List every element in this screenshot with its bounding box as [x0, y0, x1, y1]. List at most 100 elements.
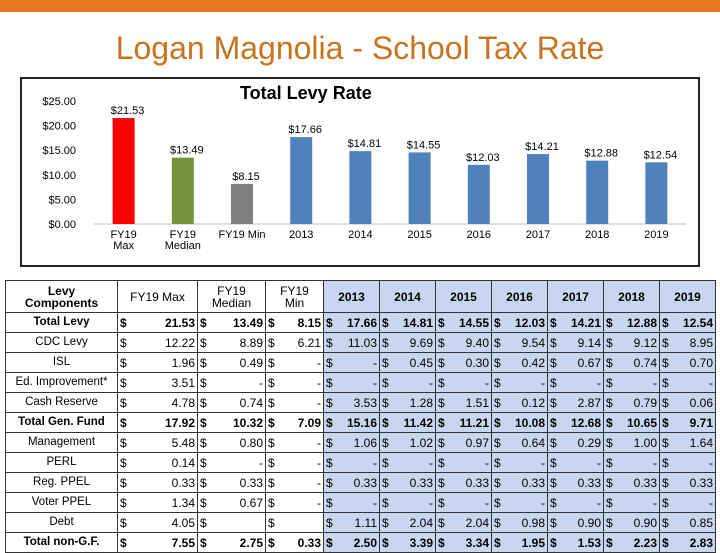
- cell-value: -: [373, 375, 377, 390]
- header-min-line2: Min: [284, 295, 305, 310]
- table-cell: $ -: [323, 452, 380, 473]
- cell-value: 0.42: [521, 355, 545, 370]
- currency-sign: $: [662, 435, 669, 450]
- currency-sign: $: [382, 315, 389, 330]
- cell-value: -: [259, 375, 263, 390]
- table-cell: $ -: [659, 372, 716, 393]
- currency-sign: $: [382, 495, 389, 510]
- currency-sign: $: [200, 355, 207, 370]
- cell-value: 11.03: [347, 335, 377, 350]
- currency-sign: $: [200, 455, 207, 470]
- currency-sign: $: [120, 495, 127, 510]
- cell-value: 2.83: [689, 535, 713, 550]
- table-cell: $ -: [323, 492, 380, 513]
- currency-sign: $: [550, 535, 557, 550]
- table-cell: $2.87: [547, 392, 604, 413]
- table-cell: $11.42: [379, 412, 436, 433]
- currency-sign: $: [550, 475, 557, 490]
- cell-value: 6.21: [297, 335, 321, 350]
- cell-value: 0.33: [353, 475, 377, 490]
- table-cell: $0.98: [491, 512, 548, 533]
- cell-value: 2.75: [239, 535, 263, 550]
- cell-value: -: [541, 495, 545, 510]
- table-cell: $0.74: [197, 392, 266, 413]
- row-label: Cash Reserve: [5, 392, 118, 413]
- cell-value: 1.53: [577, 535, 601, 550]
- cell-value: -: [373, 355, 377, 370]
- header-year: 2015: [435, 280, 492, 313]
- cell-value: 9.71: [689, 415, 713, 430]
- currency-sign: $: [268, 395, 275, 410]
- cell-value: 1.34: [171, 495, 195, 510]
- cell-value: 8.89: [239, 335, 263, 350]
- currency-sign: $: [438, 515, 445, 530]
- currency-sign: $: [268, 475, 275, 490]
- currency-sign: $: [326, 435, 333, 450]
- table-cell: $0.33: [323, 472, 380, 493]
- currency-sign: $: [120, 435, 127, 450]
- currency-sign: $: [120, 315, 127, 330]
- slide-title: Logan Magnolia - School Tax Rate: [115, 30, 605, 66]
- cell-value: 0.64: [521, 435, 545, 450]
- table-cell: $5.48: [117, 432, 198, 453]
- row-label: Voter PPEL: [5, 492, 118, 513]
- currency-sign: $: [268, 355, 275, 370]
- header-year: 2013: [323, 280, 380, 313]
- cell-value: -: [485, 455, 489, 470]
- table-cell: $11.21: [435, 412, 492, 433]
- table-cell: $ -: [265, 352, 324, 373]
- table-cell: $14.21: [547, 312, 604, 333]
- table-cell: $2.23: [603, 532, 660, 553]
- currency-sign: $: [382, 515, 389, 530]
- table-cell: $2.04: [379, 512, 436, 533]
- table-cell: $11.03: [323, 332, 380, 353]
- table-row: PERL $0.14 $ - $ - $ - $ - $ - $ - $ - $ - $ -: [5, 452, 716, 473]
- currency-sign: $: [662, 395, 669, 410]
- cell-value: 0.33: [577, 475, 601, 490]
- data-label: $14.21: [525, 141, 559, 153]
- cell-value: 12.68: [570, 415, 601, 430]
- currency-sign: $: [606, 395, 613, 410]
- table-cell: $4.05: [117, 512, 198, 533]
- x-tick-label: FY19: [110, 229, 136, 241]
- cell-value: -: [485, 375, 489, 390]
- table-cell: $10.08: [491, 412, 548, 433]
- currency-sign: $: [550, 355, 557, 370]
- bar: [586, 160, 609, 224]
- table-cell: $ -: [379, 372, 436, 393]
- header-year: 2014: [379, 280, 436, 313]
- cell-value: 11.21: [459, 415, 489, 430]
- y-tick-label: $15.00: [42, 145, 76, 157]
- table-row: Debt $4.05 $ $ $1.11 $2.04 $2.04 $0.98 $0.90 $0.9…: [5, 512, 716, 533]
- x-tick-label: 2018: [585, 229, 609, 241]
- cell-value: 0.06: [689, 395, 713, 410]
- table-cell: $2.83: [659, 532, 716, 553]
- table-cell: $0.30: [435, 352, 492, 373]
- table-cell: $ -: [265, 472, 324, 493]
- levy-rate-chart: Total Levy Rate $0.00 $5.00 $10.00 $15.00 $20…: [20, 77, 700, 267]
- header-fy19-median: FY19 Median: [197, 280, 266, 313]
- cell-value: 2.50: [353, 535, 377, 550]
- table-cell: $1.06: [323, 432, 380, 453]
- currency-sign: $: [494, 515, 501, 530]
- table-cell: $8.89: [197, 332, 266, 353]
- cell-value: 0.14: [171, 455, 195, 470]
- cell-value: 11.42: [403, 415, 433, 430]
- table-cell: $17.92: [117, 412, 198, 433]
- currency-sign: $: [438, 375, 445, 390]
- cell-value: -: [317, 435, 321, 450]
- cell-value: -: [317, 375, 321, 390]
- currency-sign: $: [662, 475, 669, 490]
- table-cell: $4.78: [117, 392, 198, 413]
- cell-value: 9.54: [521, 335, 545, 350]
- table-cell: $ -: [265, 372, 324, 393]
- header-components-line1: Levy: [47, 283, 76, 298]
- cell-value: -: [373, 495, 377, 510]
- currency-sign: $: [382, 455, 389, 470]
- cell-value: 0.33: [409, 475, 433, 490]
- cell-value: -: [653, 455, 657, 470]
- currency-sign: $: [494, 475, 501, 490]
- currency-sign: $: [606, 435, 613, 450]
- table-cell: $ -: [265, 492, 324, 513]
- currency-sign: $: [268, 335, 275, 350]
